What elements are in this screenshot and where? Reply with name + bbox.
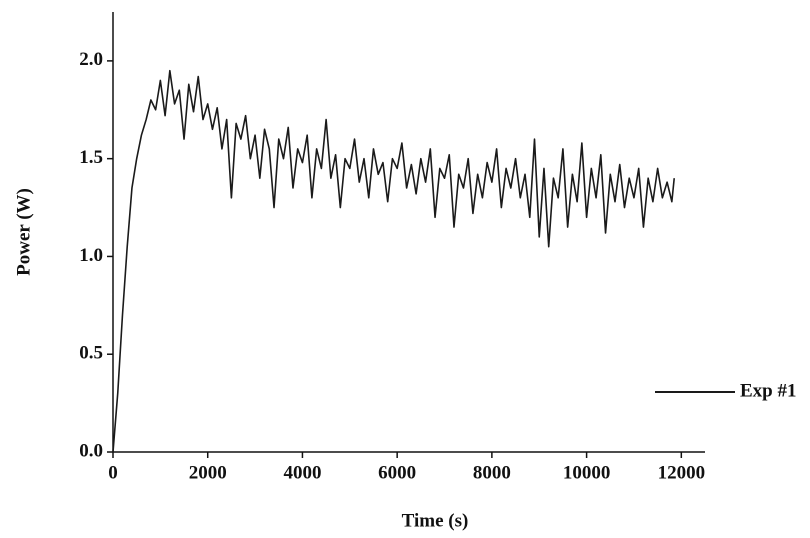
- x-tick-label: 12000: [658, 462, 706, 483]
- x-tick-label: 6000: [378, 462, 416, 483]
- x-tick-label: 10000: [563, 462, 611, 483]
- x-tick-label: 0: [108, 462, 118, 483]
- y-tick-label: 1.5: [79, 147, 103, 168]
- y-tick-label: 2.0: [79, 49, 103, 70]
- y-tick-label: 1.0: [79, 245, 103, 266]
- x-tick-label: 8000: [473, 462, 511, 483]
- x-axis-label: Time (s): [402, 510, 469, 531]
- x-tick-label: 4000: [283, 462, 321, 483]
- x-tick-label: 2000: [189, 462, 227, 483]
- y-tick-label: 0.5: [79, 343, 103, 364]
- legend-label: Exp #1: [740, 380, 797, 401]
- y-axis-label: Power (W): [13, 188, 34, 276]
- data-line: [112, 69, 676, 453]
- y-tick-label: 0.0: [79, 440, 103, 461]
